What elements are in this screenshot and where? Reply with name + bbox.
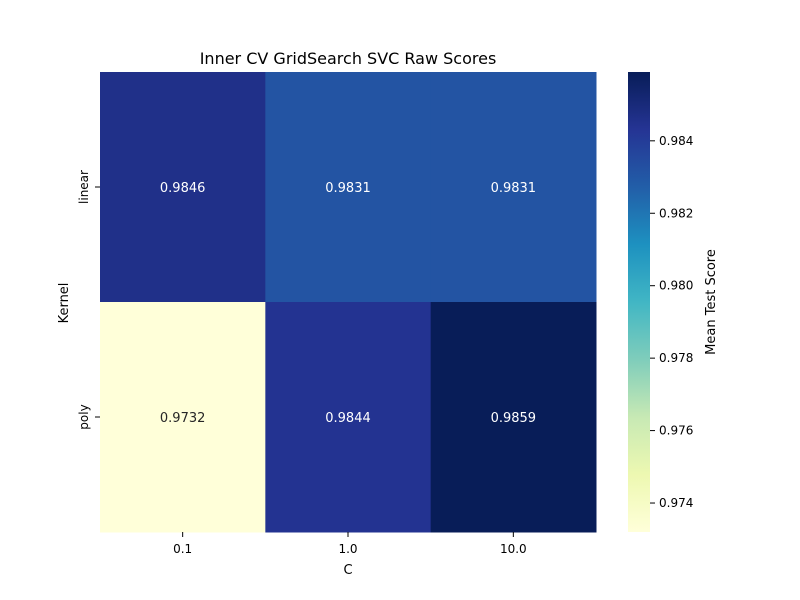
heatmap-cell: [100, 72, 266, 303]
y-tick-label: poly: [77, 404, 91, 429]
cell-value-label: 0.9859: [491, 411, 537, 426]
cell-value-label: 0.9844: [325, 411, 371, 426]
colorbar-tick-label: 0.974: [659, 496, 693, 510]
heatmap-cells: [100, 72, 597, 533]
x-axis: 0.1 1.0 10.0: [173, 532, 527, 556]
cell-value-label: 0.9732: [160, 411, 206, 426]
colorbar-label: Mean Test Score: [704, 249, 719, 355]
heatmap-cell: [430, 72, 597, 303]
x-tick-label: 0.1: [173, 542, 192, 556]
colorbar-tick-label: 0.984: [659, 134, 693, 148]
heatmap-cell: [430, 302, 597, 533]
cell-value-label: 0.9846: [160, 181, 206, 196]
colorbar-ticks: 0.974 0.976 0.978 0.980 0.982 0.984: [650, 134, 693, 510]
heatmap-cell: [265, 302, 432, 533]
heatmap-cell: [100, 302, 266, 533]
cell-value-label: 0.9831: [325, 181, 371, 196]
colorbar-tick-label: 0.978: [659, 351, 693, 365]
colorbar-tick-label: 0.982: [659, 206, 693, 220]
chart-title: Inner CV GridSearch SVC Raw Scores: [200, 49, 497, 68]
x-axis-label: C: [343, 563, 352, 578]
y-axis: linear poly: [77, 170, 100, 430]
y-axis-label: Kernel: [57, 283, 72, 324]
x-tick-label: 1.0: [338, 542, 357, 556]
colorbar-tick-label: 0.976: [659, 424, 693, 438]
colorbar-tick-label: 0.980: [659, 279, 693, 293]
y-tick-label: linear: [77, 170, 91, 204]
colorbar: [628, 72, 650, 532]
heatmap-cell: [265, 72, 432, 303]
heatmap-cell-labels: 0.9846 0.9831 0.9831 0.9732 0.9844 0.9859: [160, 181, 536, 426]
x-tick-label: 10.0: [500, 542, 527, 556]
cell-value-label: 0.9831: [491, 181, 537, 196]
